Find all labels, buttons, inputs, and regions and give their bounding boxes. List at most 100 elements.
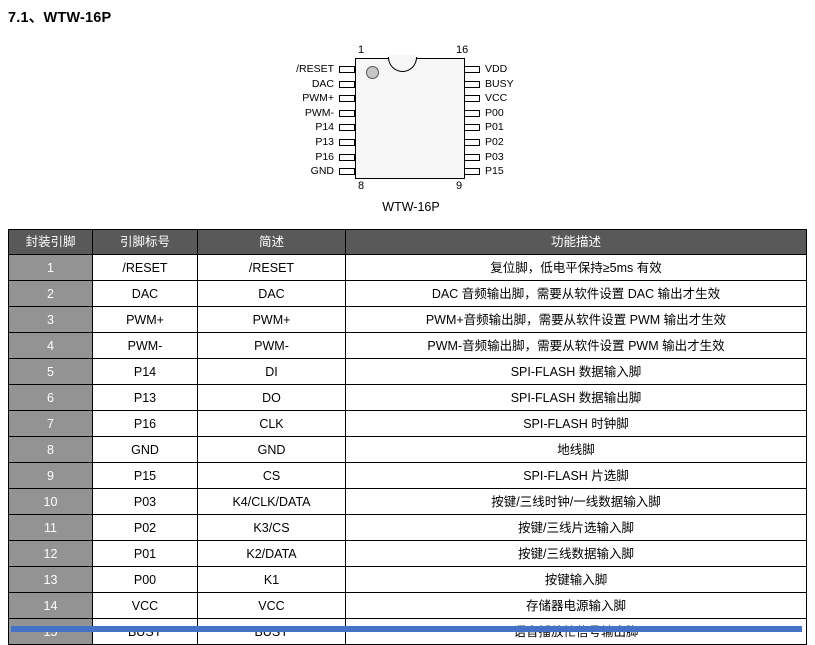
column-header-package-pin: 封装引脚 [8,229,93,255]
chip-pin-stub-left-4 [339,109,355,117]
cell-package-pin: 13 [8,566,93,593]
bottom-accent-bar [11,626,802,632]
cell-function-description: 按键/三线时钟/一线数据输入脚 [345,488,807,515]
cell-function-description: SPI-FLASH 数据输入脚 [345,358,807,385]
table-row: 7 P16 CLK SPI-FLASH 时钟脚 [8,410,807,437]
cell-package-pin: 6 [8,384,93,411]
cell-function-description: 存储器电源输入脚 [345,592,807,619]
chip-pin-label-right-7: P03 [485,150,504,163]
cell-brief: K4/CLK/DATA [197,488,346,515]
table-row: 8 GND GND 地线脚 [8,436,807,463]
cell-brief: PWM- [197,332,346,359]
chip-pin1-dot-icon [366,66,379,79]
cell-package-pin: 1 [8,254,93,281]
cell-brief: K1 [197,566,346,593]
table-row: 14 VCC VCC 存储器电源输入脚 [8,592,807,619]
chip-corner-number-top-right: 16 [456,44,469,56]
cell-pin-label: DAC [92,280,198,307]
chip-pin-label-right-6: P02 [485,136,504,148]
cell-package-pin: 7 [8,410,93,437]
cell-package-pin: 10 [8,488,93,515]
cell-function-description: 复位脚，低电平保持≥5ms 有效 [345,254,807,281]
table-row: 13 P00 K1 按键输入脚 [8,566,807,593]
chip-package-diagram: 1 16 8 9 /RESET DAC PWM+ PWM- P14 P13 P16 GND V… [276,44,556,220]
cell-package-pin: 12 [8,540,93,567]
cell-brief: DAC [197,280,346,307]
cell-brief: DI [197,358,346,385]
cell-package-pin: 14 [8,592,93,619]
chip-pin-stub-right-4 [464,109,480,117]
chip-pin-label-left-8: GND [310,165,334,178]
cell-function-description: 按键输入脚 [345,566,807,593]
cell-brief: K3/CS [197,514,346,541]
cell-pin-label: P16 [92,410,198,437]
cell-pin-label: P03 [92,488,198,515]
cell-package-pin: 8 [8,436,93,463]
cell-brief: DO [197,384,346,411]
chip-pin-stub-left-2 [339,80,355,88]
table-row: 5 P14 DI SPI-FLASH 数据输入脚 [8,358,807,385]
chip-pin-label-right-4: P00 [485,106,504,119]
cell-pin-label: P14 [92,358,198,385]
cell-brief: GND [197,436,346,463]
cell-function-description: DAC 音频输出脚，需要从软件设置 DAC 输出才生效 [345,280,807,307]
column-header-function: 功能描述 [345,229,807,255]
table-row: 9 P15 CS SPI-FLASH 片选脚 [8,462,807,489]
cell-brief: VCC [197,592,346,619]
cell-pin-label: PWM- [92,332,198,359]
cell-package-pin: 4 [8,332,93,359]
chip-pin-label-left-3: PWM+ [302,92,334,105]
table-row: 10 P03 K4/CLK/DATA 按键/三线时钟/一线数据输入脚 [8,488,807,515]
cell-function-description: SPI-FLASH 片选脚 [345,462,807,489]
cell-pin-label: PWM+ [92,306,198,333]
chip-pin-stub-right-6 [464,139,480,146]
column-header-pin-label: 引脚标号 [92,229,198,255]
pin-description-table: 封装引脚 引脚标号 简述 功能描述 1/RESET/RESET 复位脚，低电平保持… [8,229,807,645]
cell-pin-label: P13 [92,384,198,411]
chip-pin-label-left-5: P14 [315,121,334,134]
cell-function-description: 按键/三线数据输入脚 [345,540,807,567]
table-row: 4 PWM- PWM- PWM-音频输出脚，需要从软件设置 PWM 输出才生效 [8,332,807,359]
cell-pin-label: /RESET [92,254,198,281]
cell-function-description: SPI-FLASH 数据输出脚 [345,384,807,411]
chip-pin-stub-left-3 [339,95,355,103]
cell-package-pin: 3 [8,306,93,333]
table-row: 11 P02 K3/CS 按键/三线片选输入脚 [8,514,807,541]
table-row: 2 DAC DAC DAC 音频输出脚，需要从软件设置 DAC 输出才生效 [8,280,807,307]
cell-pin-label: P00 [92,566,198,593]
cell-package-pin: 5 [8,358,93,385]
cell-package-pin: 11 [8,514,93,541]
cell-brief: PWM+ [197,306,346,333]
pin-table-container: 封装引脚 引脚标号 简述 功能描述 1/RESET/RESET 复位脚，低电平保持… [8,229,807,645]
cell-pin-label: VCC [92,592,198,619]
chip-pin-stub-right-5 [464,124,480,132]
chip-corner-number-bottom-left: 8 [358,180,365,192]
chip-pin-stub-right-2 [464,80,480,88]
cell-function-description: 地线脚 [345,436,807,463]
cell-brief: K2/DATA [197,540,346,567]
page-title: 7.1、WTW-16P [8,10,112,26]
chip-corner-number-top-left: 1 [358,44,365,56]
chip-pin-stub-right-8 [464,168,480,176]
chip-pin-stub-left-8 [339,168,355,176]
table-header-row: 封装引脚 引脚标号 简述 功能描述 [8,229,807,255]
chip-caption: WTW-16P [382,200,440,214]
cell-package-pin: 9 [8,462,93,489]
chip-pin-stub-right-7 [464,153,480,161]
chip-pin-stub-left-1 [339,66,355,73]
chip-pin-label-left-6: P13 [315,136,334,148]
cell-function-description: SPI-FLASH 时钟脚 [345,410,807,437]
chip-pin-label-right-1: VDD [485,63,508,75]
cell-function-description: PWM+音频输出脚，需要从软件设置 PWM 输出才生效 [345,306,807,333]
column-header-brief: 简述 [197,229,346,255]
cell-pin-label: P02 [92,514,198,541]
table-row: 12 P01 K2/DATA 按键/三线数据输入脚 [8,540,807,567]
chip-pin-label-right-2: BUSY [485,77,514,90]
cell-pin-label: P15 [92,462,198,489]
cell-brief: CLK [197,410,346,437]
cell-brief: CS [197,462,346,489]
chip-pin-label-left-7: P16 [315,150,334,163]
cell-function-description: PWM-音频输出脚，需要从软件设置 PWM 输出才生效 [345,332,807,359]
chip-pin-stub-left-7 [339,153,355,161]
cell-function-description: 按键/三线片选输入脚 [345,514,807,541]
